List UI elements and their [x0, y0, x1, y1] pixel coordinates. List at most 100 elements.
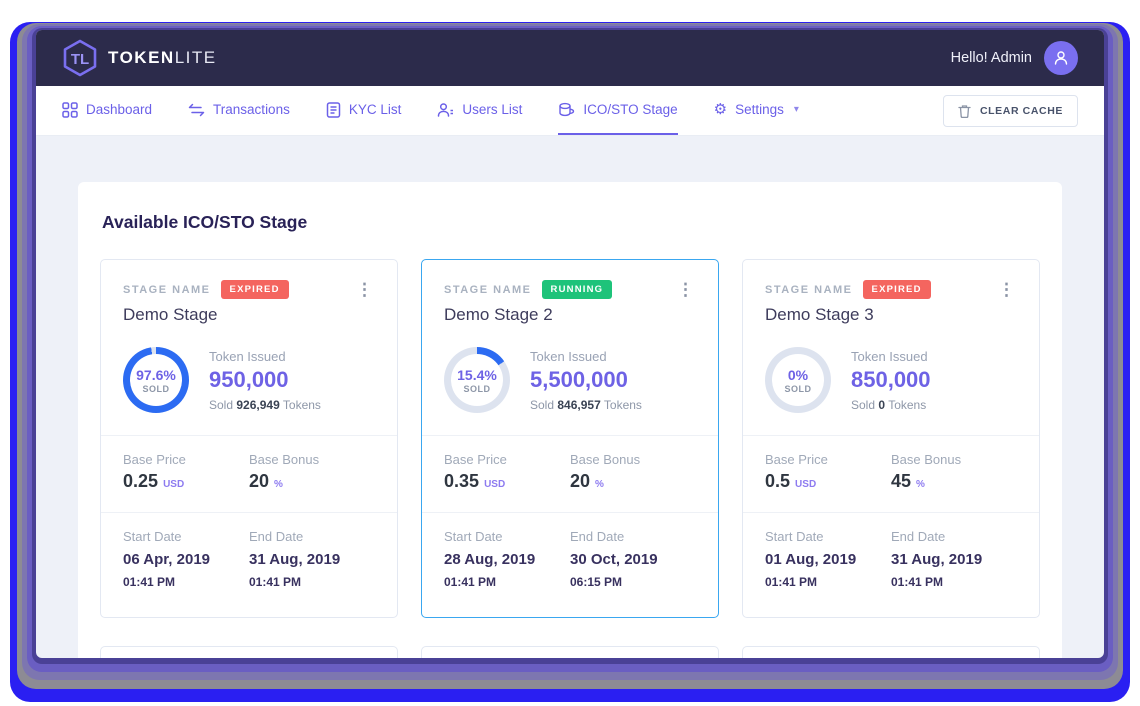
nav-item-transactions[interactable]: Transactions [188, 86, 290, 135]
stage-card-partial[interactable] [742, 645, 1040, 658]
sold-suffix: Tokens [282, 397, 321, 412]
base-bonus-number: 20 [249, 471, 270, 491]
sold-donut: 0% SOLD [765, 347, 831, 413]
stage-card-partial[interactable] [100, 645, 398, 658]
kebab-menu-icon[interactable]: ⋮ [356, 280, 373, 299]
brand-name-bold: TOKEN [108, 48, 175, 67]
end-date-value: 31 Aug, 2019 01:41 PM [249, 549, 375, 593]
stage-name-label: STAGE NAME [444, 283, 532, 296]
base-price-unit: USD [795, 479, 817, 490]
base-price-number: 0.35 [444, 471, 480, 491]
base-bonus-unit: % [595, 479, 604, 490]
kebab-menu-icon[interactable]: ⋮ [677, 280, 694, 299]
end-date-label: End Date [249, 529, 304, 544]
base-price-label: Base Price [444, 452, 507, 467]
stage-stats: 97.6% SOLD Token Issued 950,000 Sold 926… [123, 347, 375, 413]
start-date-block: Start Date 01 Aug, 2019 01:41 PM [765, 529, 891, 593]
start-date-label: Start Date [123, 529, 182, 544]
end-date-block: End Date 31 Aug, 2019 01:41 PM [891, 529, 1017, 593]
brand-name: TOKENLITE [108, 48, 217, 68]
end-time: 01:41 PM [249, 574, 302, 589]
nav-item-label: Transactions [213, 102, 290, 117]
token-issued-value: 950,000 [209, 366, 289, 392]
sold-tokens-line: Sold 0 Tokens [851, 398, 931, 412]
stage-dates-section: Start Date 01 Aug, 2019 01:41 PM End Dat… [743, 513, 1039, 617]
kebab-menu-icon[interactable]: ⋮ [998, 280, 1015, 299]
stage-card: STAGE NAME EXPIRED ⋮ Demo Stage 3 0% SOL… [742, 259, 1040, 618]
start-date-value: 06 Apr, 2019 01:41 PM [123, 549, 249, 593]
end-date: 30 Oct, 2019 [570, 551, 658, 568]
start-date-value: 28 Aug, 2019 01:41 PM [444, 549, 570, 593]
start-date-block: Start Date 06 Apr, 2019 01:41 PM [123, 529, 249, 593]
content-area: Available ICO/STO Stage STAGE NAME EXPIR… [36, 136, 1104, 658]
brand[interactable]: TL TOKENLITE [62, 39, 217, 77]
base-bonus-label: Base Bonus [570, 452, 641, 467]
token-issued-label: Token Issued [209, 348, 286, 364]
sold-donut: 97.6% SOLD [123, 347, 189, 413]
stage-name-label: STAGE NAME [765, 283, 853, 296]
stage-card-header: STAGE NAME EXPIRED ⋮ Demo Stage 3 0% SOL… [743, 260, 1039, 436]
nav-item-label: KYC List [348, 102, 402, 117]
end-date: 31 Aug, 2019 [891, 551, 983, 568]
stage-name: Demo Stage 3 [765, 305, 874, 324]
nav-item-label: Users List [462, 102, 523, 117]
stage-card: STAGE NAME RUNNING ⋮ Demo Stage 2 15.4% … [421, 259, 719, 618]
end-time: 01:41 PM [891, 574, 944, 589]
brand-name-light: LITE [174, 48, 217, 67]
trash-icon [958, 104, 971, 118]
sold-tokens-line: Sold 846,957 Tokens [530, 398, 642, 412]
kyc-list-icon [326, 101, 341, 118]
base-bonus-value: 20 % [249, 471, 375, 492]
top-navbar: TL TOKENLITE Hello! Admin [36, 30, 1104, 86]
stage-card-header: STAGE NAME EXPIRED ⋮ Demo Stage 97.6% SO… [101, 260, 397, 436]
user-avatar-icon [1054, 51, 1068, 65]
sold-tokens-value: 926,949 [236, 397, 280, 412]
start-date-value: 01 Aug, 2019 01:41 PM [765, 549, 891, 593]
base-bonus-block: Base Bonus 20 % [249, 452, 375, 492]
base-price-block: Base Price 0.25 USD [123, 452, 249, 492]
status-badge: EXPIRED [862, 280, 931, 299]
tokenlite-logo-icon: TL [62, 39, 98, 77]
stage-price-section: Base Price 0.35 USD Base Bonus 20 % [422, 436, 718, 513]
base-price-label: Base Price [765, 452, 828, 467]
start-date-label: Start Date [765, 529, 824, 544]
stage-price-section: Base Price 0.25 USD Base Bonus 20 % [101, 436, 397, 513]
stage-dates-section: Start Date 06 Apr, 2019 01:41 PM End Dat… [101, 513, 397, 617]
base-price-value: 0.5 USD [765, 471, 891, 492]
base-price-block: Base Price 0.35 USD [444, 452, 570, 492]
sold-tokens-line: Sold 926,949 Tokens [209, 398, 321, 412]
base-bonus-label: Base Bonus [249, 452, 320, 467]
sold-tokens-value: 846,957 [557, 397, 601, 412]
clear-cache-button[interactable]: CLEAR CACHE [942, 94, 1078, 127]
dashboard-grid-icon [62, 101, 78, 118]
nav-item-dashboard[interactable]: Dashboard [62, 86, 152, 135]
base-bonus-unit: % [274, 479, 283, 490]
nav-item-ico-sto-stage[interactable]: ICO/STO Stage [558, 86, 678, 135]
user-avatar[interactable] [1044, 41, 1078, 75]
clear-cache-label: CLEAR CACHE [979, 104, 1063, 117]
end-date-value: 30 Oct, 2019 06:15 PM [570, 549, 696, 593]
app-window: TL TOKENLITE Hello! Admin Dashbo [36, 30, 1104, 658]
nav-item-kyc-list[interactable]: KYC List [326, 86, 402, 135]
stage-card-partial[interactable] [421, 645, 719, 658]
end-date: 31 Aug, 2019 [249, 551, 341, 568]
nav-item-settings[interactable]: ⚙ Settings ▾ [714, 86, 799, 135]
stage-stats: 0% SOLD Token Issued 850,000 Sold 0 Toke… [765, 347, 1017, 413]
token-issued-label: Token Issued [851, 348, 928, 364]
base-price-unit: USD [163, 479, 185, 490]
user-area: Hello! Admin [951, 41, 1078, 75]
nav-item-users-list[interactable]: Users List [437, 86, 522, 135]
start-date-label: Start Date [444, 529, 503, 544]
start-date: 28 Aug, 2019 [444, 551, 536, 568]
start-time: 01:41 PM [444, 574, 497, 589]
base-price-value: 0.25 USD [123, 471, 249, 492]
stage-price-section: Base Price 0.5 USD Base Bonus 45 % [743, 436, 1039, 513]
start-date: 01 Aug, 2019 [765, 551, 857, 568]
end-date-value: 31 Aug, 2019 01:41 PM [891, 549, 1017, 593]
base-bonus-block: Base Bonus 45 % [891, 452, 1017, 492]
status-badge: RUNNING [541, 280, 613, 299]
base-price-value: 0.35 USD [444, 471, 570, 492]
base-price-number: 0.5 [765, 471, 791, 491]
svg-text:TL: TL [71, 51, 89, 68]
end-date-block: End Date 30 Oct, 2019 06:15 PM [570, 529, 696, 593]
